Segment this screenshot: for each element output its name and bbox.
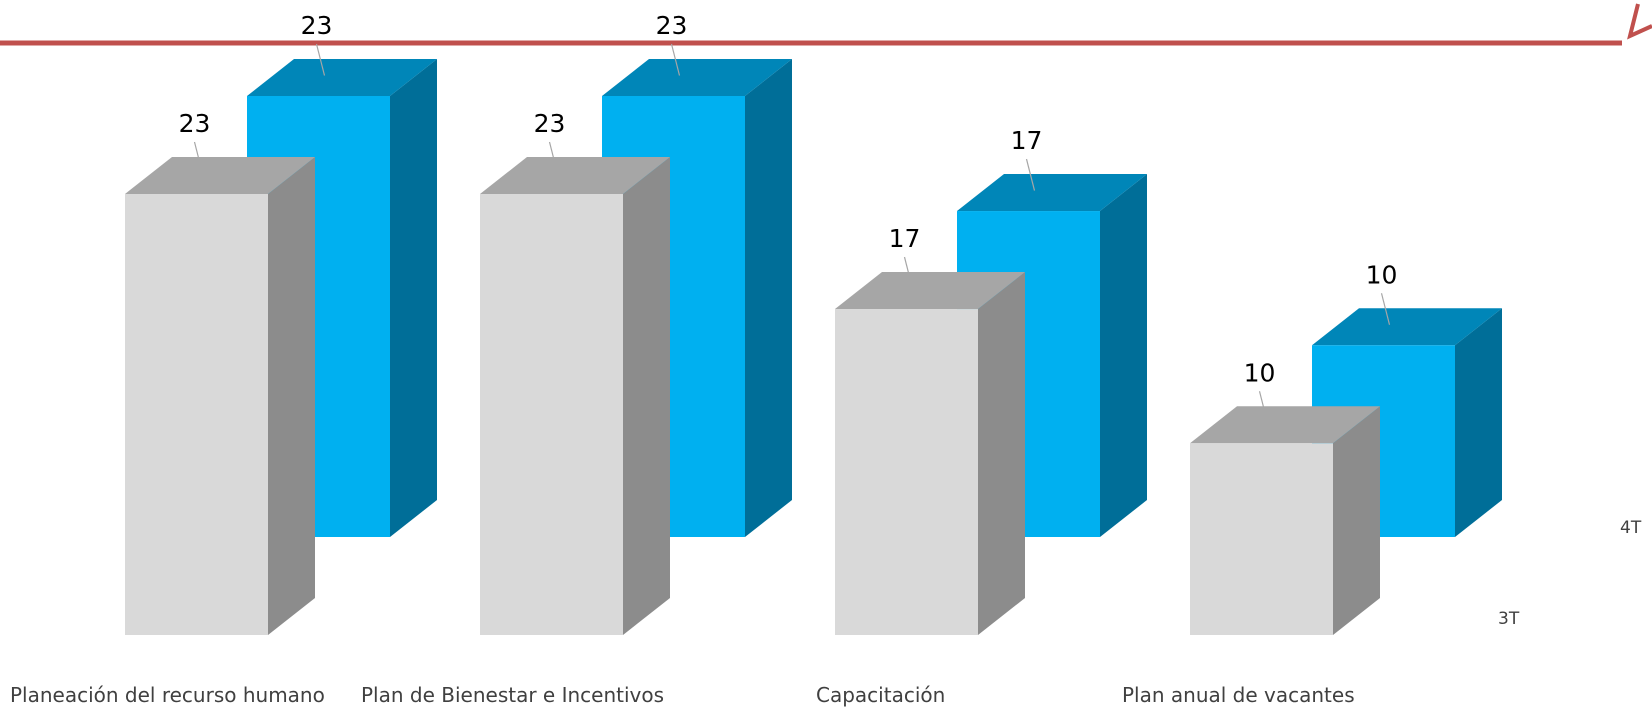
data-label: 17 — [1011, 126, 1043, 155]
bar-top-face — [125, 157, 315, 194]
category-axis-labels: Planeación del recurso humano Plan de Bie… — [10, 683, 1355, 707]
bar-4T-3: 10 — [1312, 260, 1502, 537]
bar-4T-2: 17 — [957, 126, 1147, 538]
category-label: Capacitación — [816, 683, 945, 707]
data-label: 23 — [534, 109, 566, 138]
data-label-leader — [903, 256, 914, 289]
bar-3T-0: 23 — [125, 109, 315, 635]
bar-front-face — [835, 309, 978, 635]
bar-3T-2: 17 — [835, 224, 1025, 635]
data-label: 17 — [889, 224, 921, 253]
data-label-leader — [315, 43, 326, 76]
bar-side-face — [1333, 406, 1380, 635]
series-3T-bars: 23 23 17 10 — [125, 109, 1380, 635]
bar-side-face — [623, 157, 670, 635]
bar-side-face — [390, 59, 437, 537]
bar-side-face — [268, 157, 315, 635]
bar-side-face — [745, 59, 792, 537]
data-label: 23 — [656, 11, 688, 40]
data-label-leader — [670, 43, 681, 76]
data-label-leader — [193, 141, 204, 174]
bar-front-face — [1190, 443, 1333, 635]
data-label: 10 — [1244, 358, 1276, 387]
category-label: Plan anual de vacantes — [1122, 683, 1355, 707]
series-depth-labels: 3T 4T — [1498, 518, 1642, 629]
bar-top-face — [247, 59, 437, 96]
bar-side-face — [978, 272, 1025, 635]
bar-top-face — [835, 272, 1025, 310]
bar-top-face — [1190, 406, 1380, 444]
data-label: 23 — [179, 109, 211, 138]
bar-top-face — [602, 59, 792, 96]
bar-3T-3: 10 — [1190, 358, 1380, 635]
data-label: 10 — [1366, 260, 1398, 289]
data-label-leader — [1025, 158, 1036, 191]
bar-top-face — [1312, 308, 1502, 346]
bar-side-face — [1455, 308, 1502, 537]
bar-top-face — [480, 157, 670, 194]
data-label-leader — [1258, 391, 1269, 423]
bar-3T-1: 23 — [480, 109, 670, 635]
data-label-leader — [548, 141, 559, 174]
corner-arrow-icon — [1627, 3, 1652, 40]
data-label-leader — [1380, 293, 1391, 325]
data-label: 23 — [301, 11, 333, 40]
bar-side-face — [1100, 174, 1147, 538]
bar-front-face — [125, 194, 268, 635]
category-label: Plan de Bienestar e Incentivos — [361, 683, 664, 707]
bar-top-face — [957, 174, 1147, 212]
series-label-3T: 3T — [1498, 609, 1520, 629]
bar-front-face — [480, 194, 623, 635]
category-label: Planeación del recurso humano — [10, 683, 325, 707]
series-label-4T: 4T — [1620, 518, 1642, 538]
